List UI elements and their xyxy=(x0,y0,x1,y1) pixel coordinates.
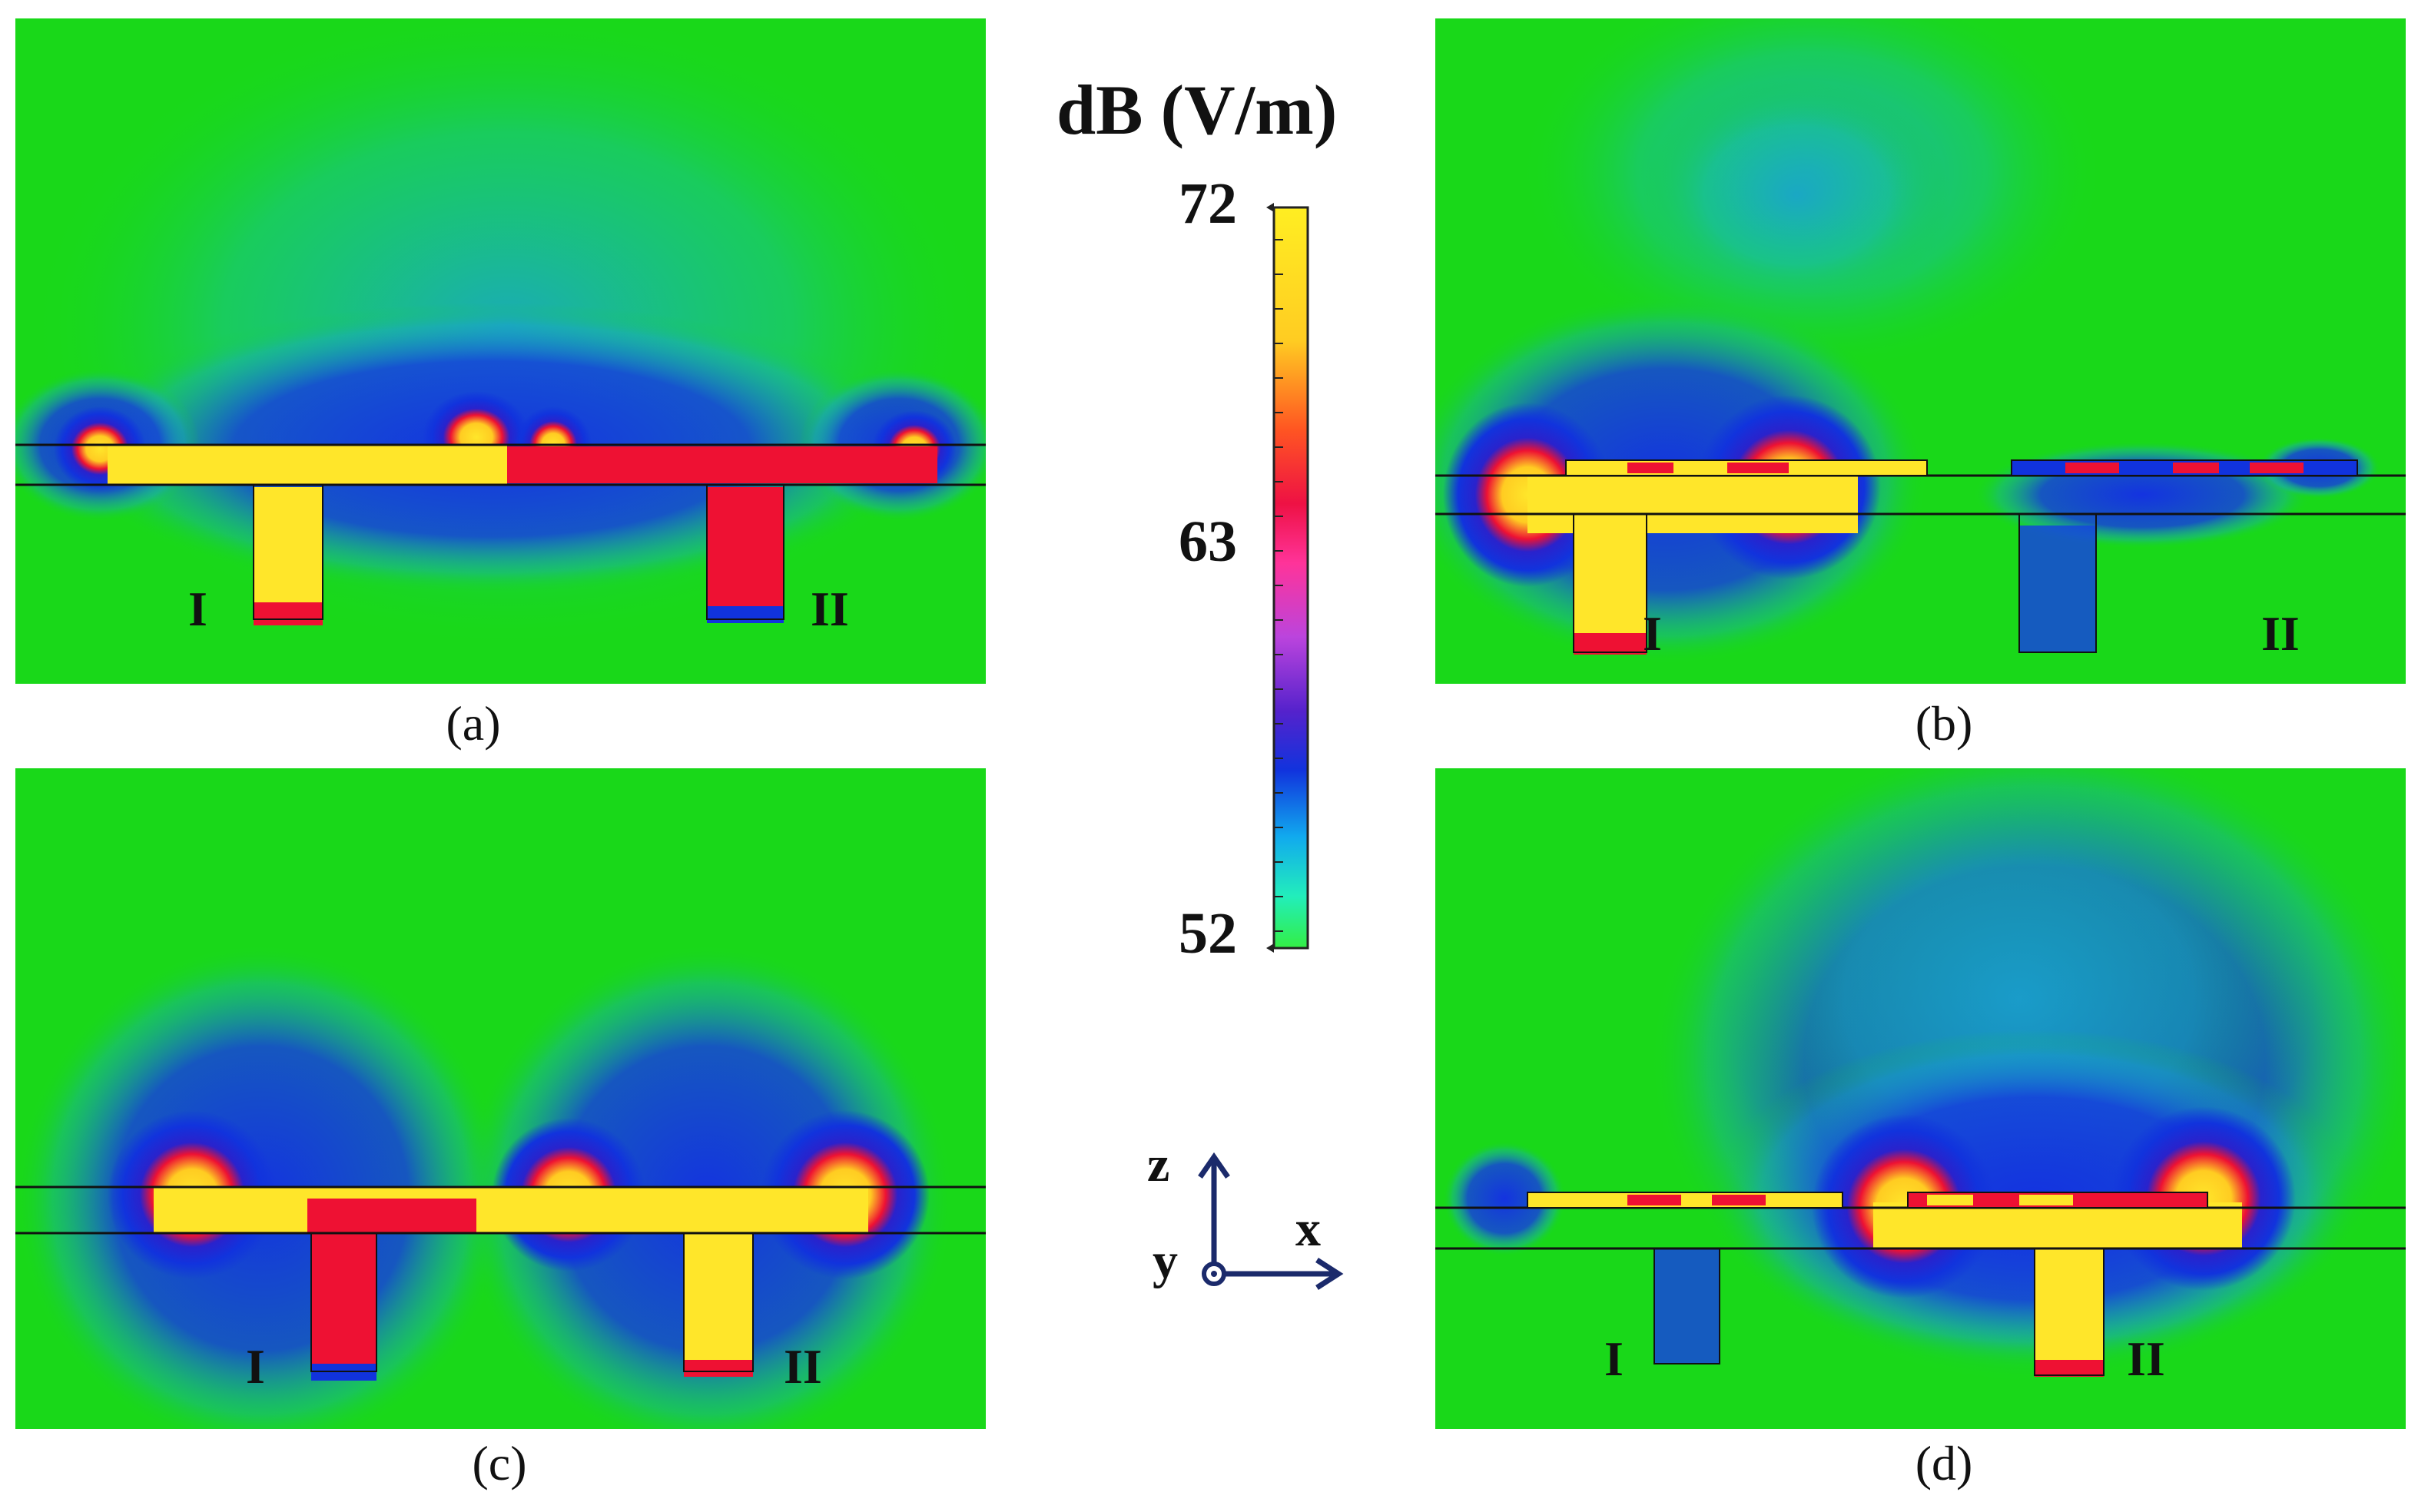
axis-z-label: z xyxy=(1147,1136,1170,1192)
panel-c-port-1-label: I xyxy=(246,1339,265,1394)
panel-b-caption: (b) xyxy=(1915,696,1973,751)
coordinate-axes xyxy=(1153,1145,1368,1321)
panel-a-field-map: I II xyxy=(15,18,986,684)
colorbar-title: dB (V/m) xyxy=(1056,71,1338,149)
panel-c-field-map: I II xyxy=(15,768,986,1429)
panel-d-port-2-label: II xyxy=(2127,1331,2165,1386)
colorbar xyxy=(1260,201,1314,954)
panel-c-port-2-label: II xyxy=(784,1339,822,1394)
colorbar-max-label: 72 xyxy=(1179,171,1237,236)
panel-d-caption: (d) xyxy=(1915,1436,1973,1490)
panel-a-port-2-label: II xyxy=(811,582,849,636)
panel-b-port-2-label: II xyxy=(2261,606,2300,661)
panel-b-port-1-label: I xyxy=(1643,606,1662,661)
panel-a-caption: (a) xyxy=(446,696,501,751)
panel-c-caption: (c) xyxy=(472,1436,527,1490)
panel-a-port-1-label: I xyxy=(188,582,207,636)
axis-x-label: x xyxy=(1295,1201,1321,1257)
axis-y-label: y xyxy=(1153,1233,1178,1289)
panel-d-field-map: I II xyxy=(1435,768,2406,1429)
panel-d-port-1-label: I xyxy=(1604,1331,1624,1386)
colorbar-mid-label: 63 xyxy=(1179,509,1237,574)
panel-b-field-map: I II xyxy=(1435,18,2406,684)
colorbar-min-label: 52 xyxy=(1179,901,1237,966)
